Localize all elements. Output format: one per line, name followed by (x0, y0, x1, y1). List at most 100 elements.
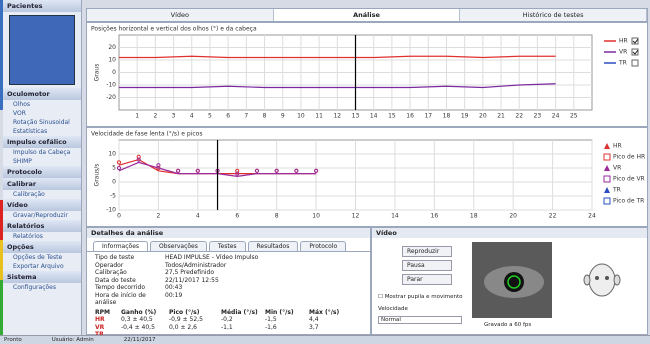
table-cell: -0,4 ± 40,5 (121, 324, 169, 332)
legend-label: Pico de TR (613, 198, 644, 205)
x-tick-label: 12 (352, 213, 360, 220)
nav-item[interactable]: Rotação Sinusoidal (3, 118, 81, 127)
nav-item[interactable]: Estatísticas (3, 127, 81, 136)
x-tick-label: 18 (443, 113, 451, 120)
x-tick-label: 10 (312, 213, 320, 220)
x-tick-label: 7 (244, 113, 248, 120)
section-header[interactable]: Opções (3, 241, 81, 253)
x-tick-label: 5 (208, 113, 212, 120)
detail-tab[interactable]: Resultados (248, 241, 299, 251)
table-cell: 0,3 ± 40,5 (121, 316, 169, 324)
video-title: Vídeo (372, 228, 647, 238)
detail-tab[interactable]: Informações (93, 241, 148, 251)
info-row: OperadorTodos/Administrador (95, 262, 362, 270)
tab[interactable]: Vídeo (87, 9, 274, 21)
nav-item[interactable]: Impulso da Cabeça (3, 148, 81, 157)
info-key: Tipo de teste (95, 254, 165, 262)
video-button[interactable]: Parar (402, 274, 452, 285)
info-row: Data do teste22/11/2017 12:55 (95, 277, 362, 285)
nav-item[interactable]: Gravar/Reproduzir (3, 211, 81, 220)
detail-tab[interactable]: Testes (209, 241, 246, 251)
section-header[interactable]: Impulso cefálico (3, 136, 81, 148)
y-axis-label: Graus/s (94, 164, 101, 187)
legend-swatch (604, 165, 610, 171)
nav-item[interactable]: VOR (3, 109, 81, 118)
info-key: Tempo decorrido (95, 284, 165, 292)
y-tick-label: -20 (106, 94, 116, 101)
y-tick-label: 0 (112, 69, 116, 76)
info-row: Calibração27,5 Predefinido (95, 269, 362, 277)
section-header[interactable]: Vídeo (3, 199, 81, 211)
patient-photo (9, 15, 75, 85)
video-caption: Gravado a 60 fps (484, 322, 531, 328)
x-tick-label: 0 (117, 213, 121, 220)
speed-select[interactable]: Normal (378, 316, 462, 324)
nav-item[interactable]: Opções de Teste (3, 253, 81, 262)
x-tick-label: 13 (352, 113, 360, 120)
checkbox[interactable]: ☐ Mostrar pupila e movimento (378, 294, 463, 300)
y-axis-label: Graus (94, 64, 101, 82)
x-tick-label: 22 (549, 213, 557, 220)
nav-item[interactable]: Calibração (3, 190, 81, 199)
nav-item[interactable]: SHIMP (3, 157, 81, 166)
y-tick-label: -10 (106, 82, 116, 89)
y-tick-label: -5 (110, 193, 116, 200)
info-row: Tipo de testeHEAD IMPULSE - Vídeo Impuls… (95, 254, 362, 262)
chart-title: Posições horizontal e vertical dos olhos… (91, 26, 257, 33)
x-tick-label: 21 (497, 113, 505, 120)
info-value: 27,5 Predefinido (165, 269, 214, 277)
info-value: 22/11/2017 12:55 (165, 277, 219, 285)
x-tick-label: 3 (172, 113, 176, 120)
nav-item[interactable]: Relatórios (3, 232, 81, 241)
section-header[interactable]: Calibrar (3, 178, 81, 190)
x-tick-label: 25 (570, 113, 578, 120)
detail-tab[interactable]: Protocolo (300, 241, 346, 251)
x-tick-label: 4 (196, 213, 200, 220)
y-tick-label: 5 (112, 165, 116, 172)
y-tick-label: 20 (108, 44, 116, 51)
table-cell: -0,9 ± 52,5 (169, 316, 221, 324)
table-cell: HR (95, 316, 121, 324)
tab[interactable]: Histórico de testes (460, 9, 647, 21)
table-header-cell: Média (°/s) (221, 309, 265, 317)
nav-item[interactable]: Olhos (3, 100, 81, 109)
info-key: Operador (95, 262, 165, 270)
table-cell: 4,4 (309, 316, 349, 324)
x-tick-label: 2 (153, 113, 157, 120)
checkbox-label: Mostrar pupila e movimento (385, 294, 463, 300)
section-header[interactable]: Protocolo (3, 166, 81, 178)
tab[interactable]: Análise (274, 9, 461, 21)
table-row: HR0,3 ± 40,5-0,9 ± 52,5-0,2-1,54,4 (95, 316, 362, 324)
legend-label: Pico de HR (613, 154, 645, 161)
section-header[interactable]: Oculomotor (3, 88, 81, 100)
legend-checkbox[interactable] (632, 60, 638, 66)
sidebar-header: Pacientes (3, 0, 81, 12)
legend-label: VR (619, 49, 627, 56)
video-button[interactable]: Reproduzir (402, 246, 452, 257)
x-tick-label: 12 (333, 113, 341, 120)
x-tick-label: 15 (388, 113, 396, 120)
nav-item[interactable]: Configurações (3, 283, 81, 292)
table-header-cell: Máx (°/s) (309, 309, 349, 317)
x-tick-label: 14 (391, 213, 399, 220)
detail-tab[interactable]: Observações (150, 241, 207, 251)
info-value: 00:19 (165, 292, 182, 307)
legend-swatch (604, 154, 610, 160)
x-tick-label: 19 (461, 113, 469, 120)
section-header[interactable]: Sistema (3, 271, 81, 283)
chart: Posições horizontal e vertical dos olhos… (87, 23, 647, 126)
nav-item[interactable]: Exportar Arquivo (3, 262, 81, 271)
x-tick-label: 14 (370, 113, 378, 120)
legend-swatch (604, 198, 610, 204)
info-row: Tempo decorrido00:43 (95, 284, 362, 292)
chart-title: Velocidade de fase lenta (°/s) e picos (91, 131, 202, 138)
legend-label: VR (613, 165, 621, 172)
table-cell: 0,0 ± 2,6 (169, 324, 221, 332)
section-header[interactable]: Relatórios (3, 220, 81, 232)
info-value: HEAD IMPULSE - Vídeo Impulso (165, 254, 258, 262)
video-button[interactable]: Pausa (402, 260, 452, 271)
